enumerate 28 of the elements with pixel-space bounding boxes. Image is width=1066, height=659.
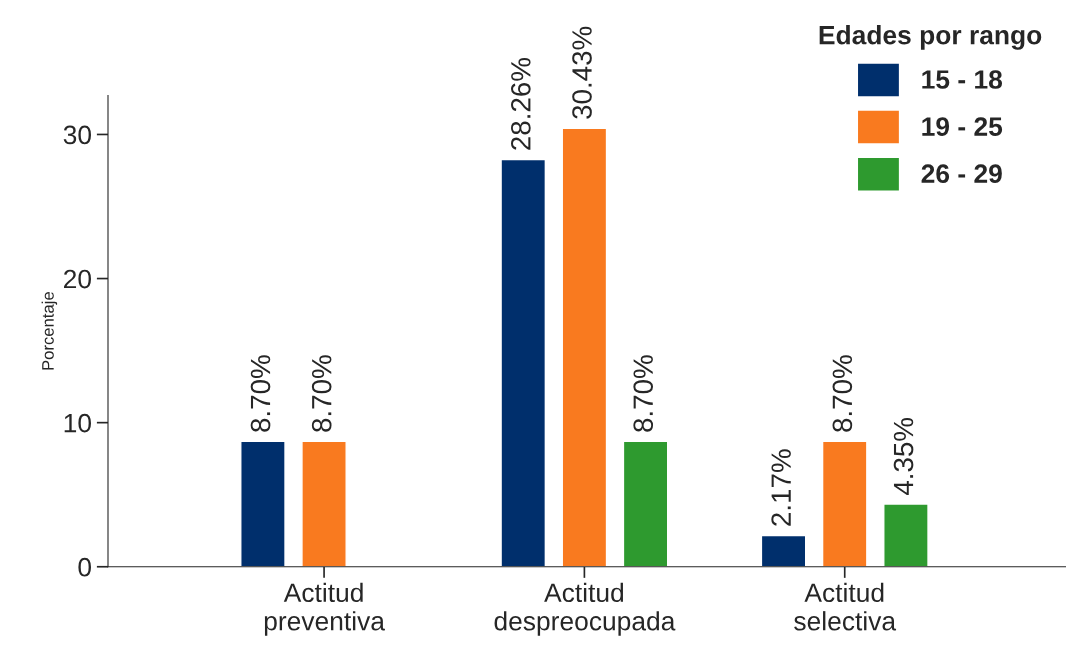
data-label: 2.17% bbox=[771, 449, 791, 526]
bar bbox=[622, 440, 669, 567]
data-label: 30.43% bbox=[572, 26, 592, 119]
bar bbox=[760, 534, 807, 567]
data-label: 28.26% bbox=[511, 57, 531, 150]
y-axis-title: Porcentaje bbox=[41, 292, 58, 370]
x-tick-label: Actitud despreocupada bbox=[494, 582, 676, 636]
data-label: 4.35% bbox=[893, 417, 914, 496]
x-tick-label: Actitud selectiva bbox=[794, 582, 897, 631]
bar bbox=[301, 440, 347, 567]
data-label: 8.70% bbox=[311, 355, 332, 432]
bar bbox=[883, 503, 929, 567]
bar bbox=[240, 440, 286, 567]
data-label: 8.70% bbox=[250, 355, 271, 432]
y-tick-label: 30 bbox=[63, 125, 91, 145]
x-tick-label: Actitud preventiva bbox=[264, 582, 385, 636]
bar bbox=[561, 127, 608, 567]
legend-label: 19 - 25 bbox=[922, 117, 1003, 136]
legend-label: 26 - 29 bbox=[921, 164, 1002, 184]
legend-label: 15 - 18 bbox=[922, 70, 1003, 89]
y-tick-label: 20 bbox=[64, 269, 91, 289]
y-tick-label: 0 bbox=[78, 557, 91, 577]
data-label: 8.70% bbox=[633, 355, 654, 432]
bar bbox=[500, 158, 547, 567]
bar bbox=[821, 440, 868, 567]
y-tick-label: 10 bbox=[64, 413, 91, 433]
data-label: 8.70% bbox=[832, 355, 853, 432]
legend-title: Edades por rango bbox=[819, 25, 1042, 50]
